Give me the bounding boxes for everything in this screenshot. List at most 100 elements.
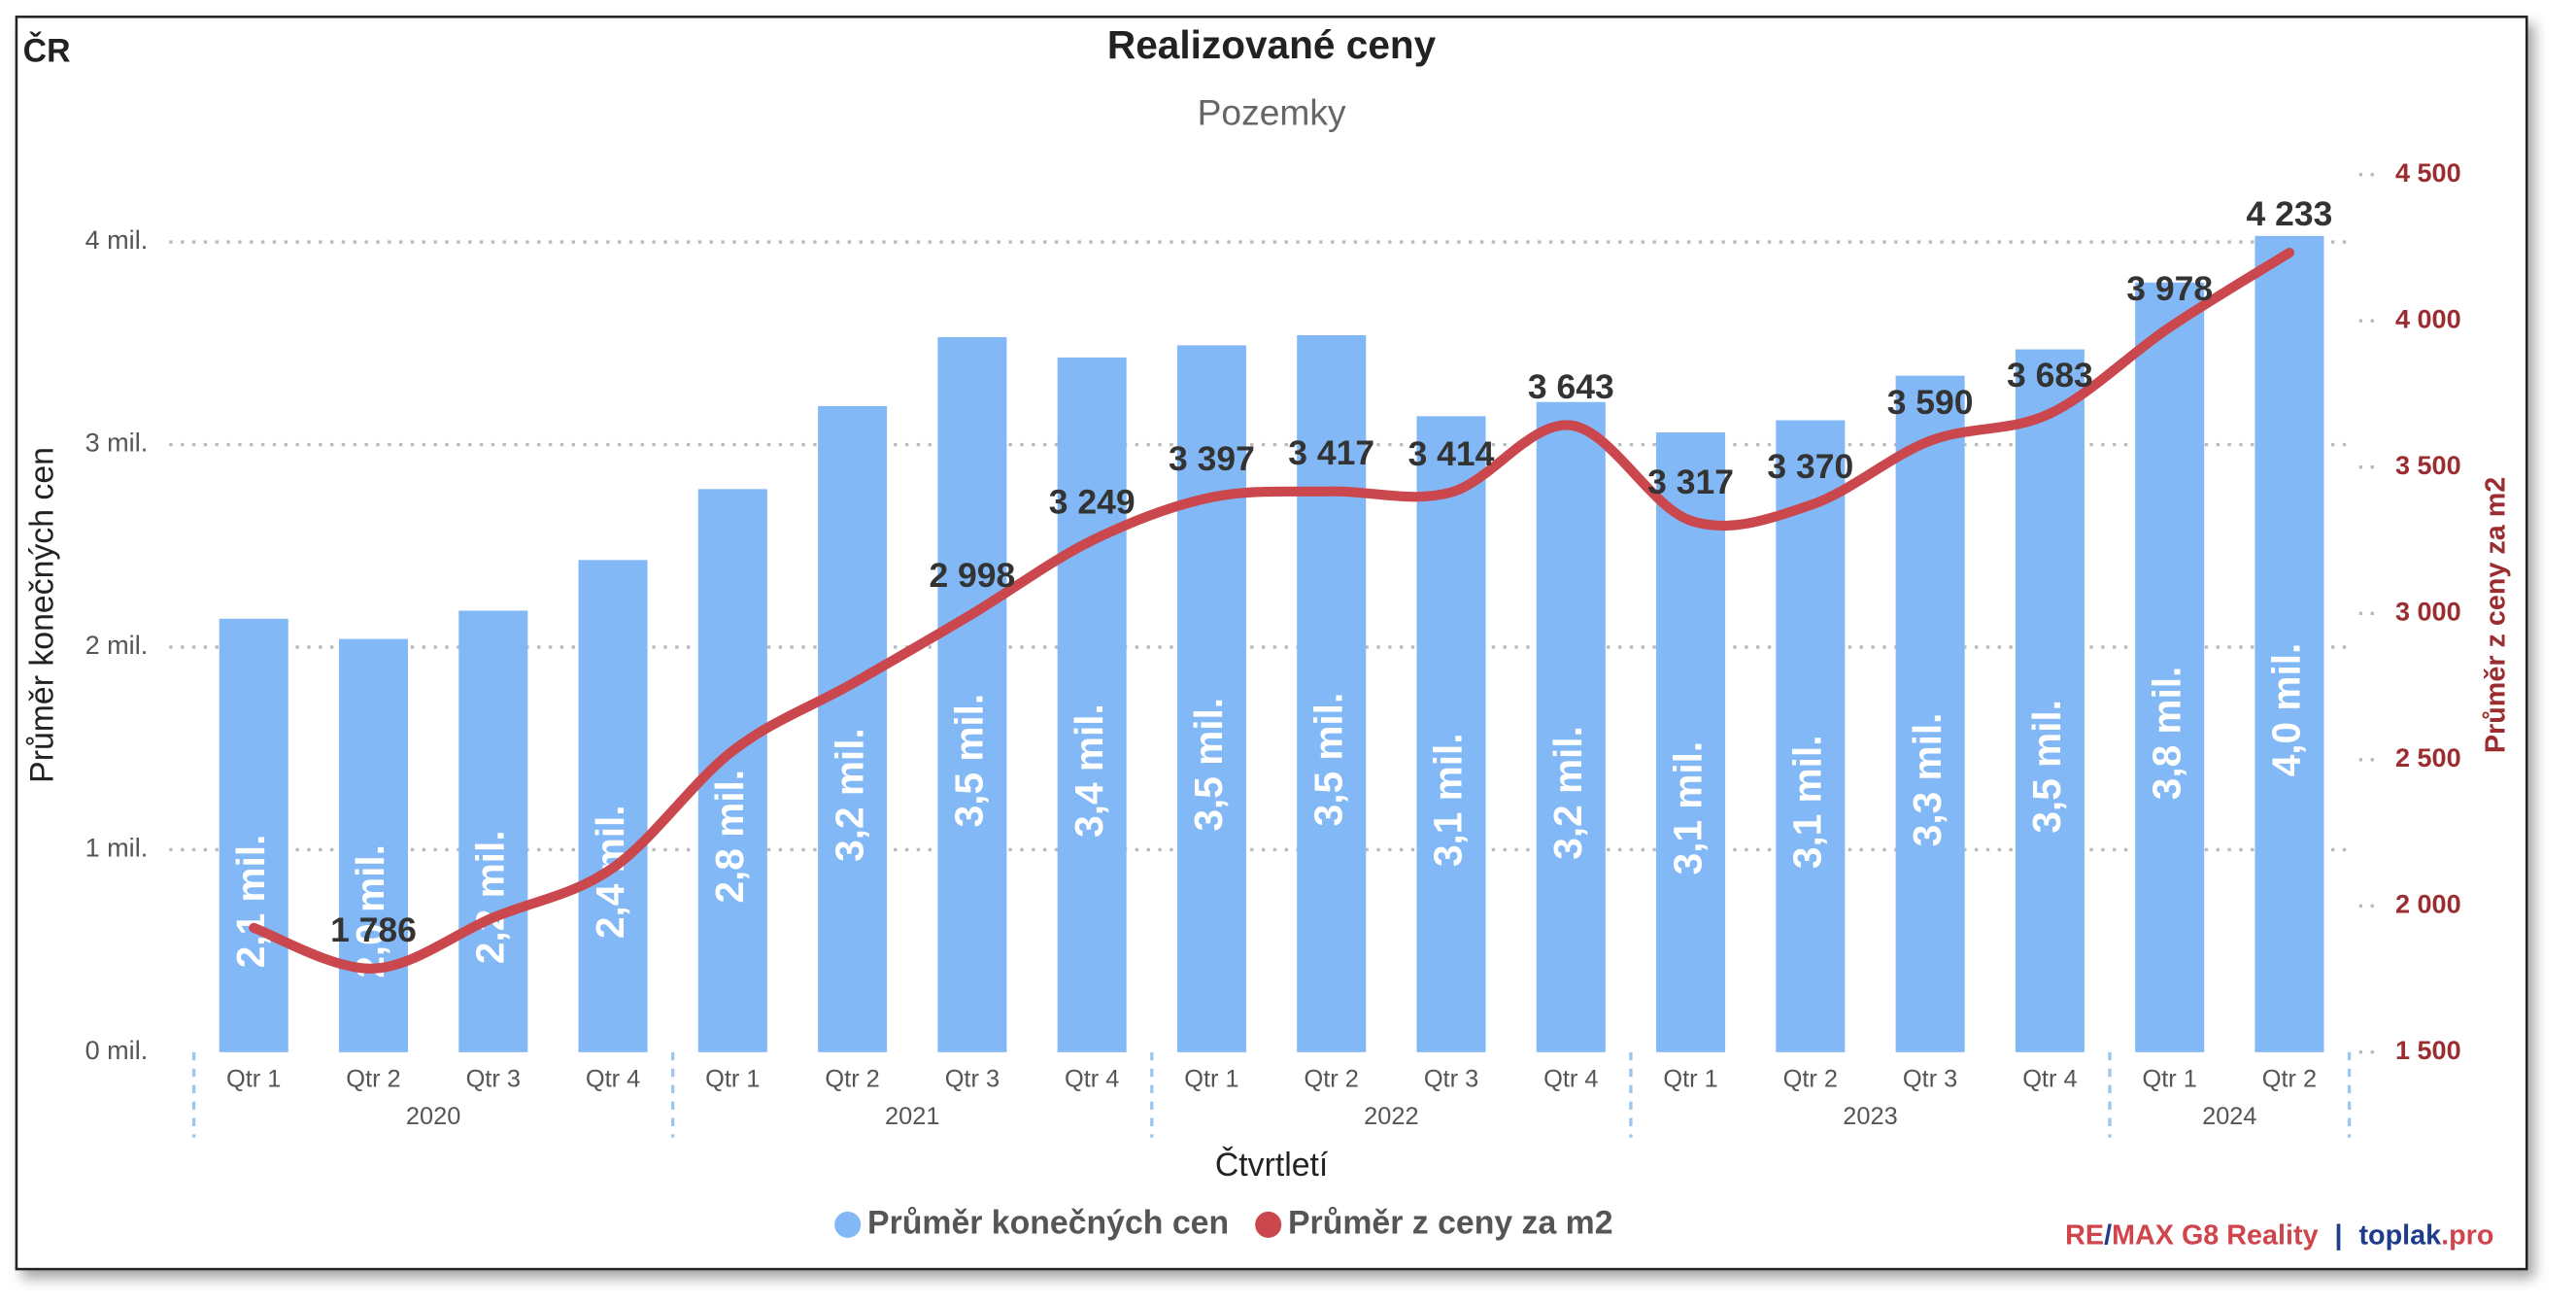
y-tick-label: 0 mil.: [85, 1036, 149, 1065]
x-tick-label: Qtr 4: [2022, 1065, 2077, 1092]
x-tick-label: Qtr 1: [705, 1065, 760, 1092]
credit-part: /: [2104, 1219, 2112, 1251]
x-tick-label: Qtr 4: [1543, 1065, 1598, 1092]
credit: RE/MAX G8 Reality | toplak.pro: [2065, 1219, 2493, 1251]
credit-part: .pro: [2441, 1219, 2493, 1251]
bar: [2015, 349, 2085, 1052]
legend-marker: [834, 1211, 862, 1238]
line-label: 3 249: [1049, 482, 1135, 521]
corner-label: ČR: [23, 31, 71, 69]
bar: [458, 610, 528, 1052]
line-label: 3 590: [1887, 383, 1974, 422]
y2-tick-label: 3 500: [2395, 451, 2461, 480]
bar-label: 3,1 mil.: [1785, 736, 1830, 870]
bar: [1536, 401, 1606, 1052]
legend-marker: [1255, 1211, 1282, 1238]
legend-label: Průměr konečných cen: [867, 1204, 1229, 1241]
year-label: 2021: [885, 1103, 939, 1130]
y2-tick-label: 4 000: [2395, 304, 2461, 333]
y-tick-label: 4 mil.: [85, 225, 149, 255]
y-tick-label: 3 mil.: [85, 429, 149, 458]
x-tick-label: Qtr 1: [2142, 1065, 2196, 1092]
line-label: 3 397: [1169, 439, 1255, 478]
x-tick-label: Qtr 1: [1663, 1065, 1717, 1092]
bar-label: 2,2 mil.: [467, 830, 512, 964]
line-label: 1 786: [330, 910, 417, 949]
bar-label: 3,5 mil.: [947, 694, 992, 828]
x-tick-label: Qtr 2: [1783, 1065, 1838, 1092]
y2-axis-label: Průměr z ceny za m2: [2480, 477, 2511, 753]
y2-tick-label: 2 500: [2395, 743, 2461, 772]
year-label: 2024: [2202, 1103, 2256, 1130]
bar: [578, 560, 648, 1052]
bar-label: 3,1 mil.: [1665, 741, 1710, 875]
line: [249, 247, 2295, 974]
bar-label: 3,1 mil.: [1426, 733, 1471, 867]
y2-tick-label: 4 500: [2395, 158, 2461, 188]
y-axis-label: Průměr konečných cen: [24, 447, 61, 783]
bar: [1297, 334, 1367, 1052]
bar-label: 3,8 mil.: [2144, 667, 2188, 801]
bar-label: 3,5 mil.: [2024, 700, 2069, 834]
bar: [338, 638, 409, 1052]
credit-part: |: [2334, 1219, 2342, 1251]
bar: [1176, 345, 1246, 1052]
bar: [1057, 357, 1127, 1052]
x-tick-label: Qtr 3: [1903, 1065, 1957, 1092]
x-tick-label: Qtr 4: [586, 1065, 640, 1092]
bar: [1416, 416, 1486, 1052]
x-tick-label: Qtr 3: [466, 1065, 521, 1092]
bar-label: 3,5 mil.: [1305, 693, 1350, 827]
y-tick-label: 1 mil.: [85, 834, 149, 863]
bar: [2135, 282, 2205, 1052]
x-tick-label: Qtr 1: [226, 1065, 281, 1092]
line-label: 3 317: [1647, 463, 1734, 501]
y2-tick-label: 2 000: [2395, 889, 2461, 918]
line-label: 3 370: [1767, 447, 1853, 486]
bar-label: 2,1 mil.: [228, 835, 273, 969]
bar-label: 3,3 mil.: [1905, 713, 1949, 847]
line-label: 3 643: [1528, 367, 1614, 406]
bar: [818, 405, 888, 1052]
bar-label: 4,0 mil.: [2264, 643, 2309, 777]
line-label: 3 978: [2126, 269, 2213, 308]
x-tick-label: Qtr 2: [1305, 1065, 1359, 1092]
y2-tick-label: 3 000: [2395, 597, 2461, 626]
bar-label: 2,8 mil.: [707, 770, 752, 904]
bar-label: 3,5 mil.: [1186, 698, 1231, 832]
bar: [219, 618, 288, 1052]
x-tick-label: Qtr 3: [945, 1065, 1000, 1092]
year-label: 2020: [406, 1103, 460, 1130]
bar: [937, 337, 1007, 1052]
bar-label: 2,0 mil.: [348, 844, 392, 978]
bar-label: 3,2 mil.: [827, 728, 871, 862]
legend-label: Průměr z ceny za m2: [1288, 1204, 1613, 1241]
line-label: 3 683: [2007, 356, 2093, 395]
x-tick-label: Qtr 3: [1424, 1065, 1478, 1092]
line-label: 4 233: [2247, 194, 2333, 233]
y-tick-label: 2 mil.: [85, 631, 149, 660]
bar: [2254, 235, 2324, 1052]
credit-part: MAX G8 Reality: [2112, 1219, 2319, 1251]
credit-part: RE: [2065, 1219, 2104, 1251]
bar-label: 3,2 mil.: [1545, 726, 1590, 860]
x-tick-label: Qtr 2: [825, 1065, 879, 1092]
bar: [1776, 420, 1846, 1052]
year-label: 2022: [1364, 1103, 1418, 1130]
x-tick-label: Qtr 1: [1184, 1065, 1238, 1092]
bar: [1656, 432, 1726, 1052]
year-label: 2023: [1843, 1103, 1897, 1130]
x-tick-label: Qtr 2: [346, 1065, 400, 1092]
line-label: 3 414: [1408, 434, 1495, 473]
line-label: 3 417: [1288, 433, 1374, 472]
x-tick-label: Qtr 4: [1065, 1065, 1119, 1092]
chart-title: Realizované ceny: [1107, 22, 1437, 67]
line-label: 2 998: [929, 556, 1015, 595]
x-tick-label: Qtr 2: [2262, 1065, 2317, 1092]
y2-tick-label: 1 500: [2395, 1036, 2461, 1065]
bar: [1895, 375, 1965, 1052]
credit-part: toplak: [2358, 1219, 2442, 1251]
x-axis-label: Čtvrtletí: [1215, 1147, 1329, 1184]
